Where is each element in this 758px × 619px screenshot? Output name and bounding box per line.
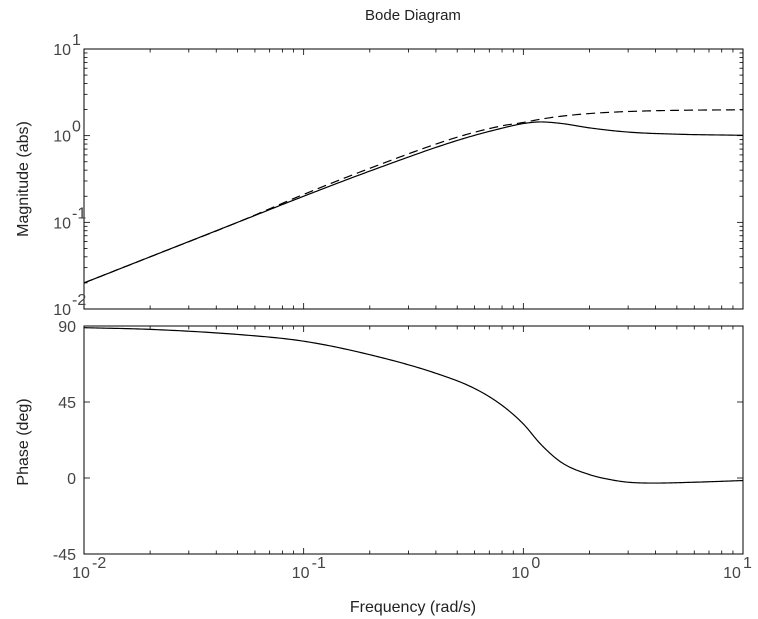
magnitude-plot-frame	[83, 48, 744, 310]
chart-title: Bode Diagram	[365, 7, 461, 24]
y-tick-label: 0	[67, 471, 76, 488]
frequency-x-axis-label: Frequency (rad/s)	[350, 599, 476, 616]
phase-plot-frame	[83, 325, 744, 555]
phase-y-axis-label: Phase (deg)	[15, 398, 32, 485]
x-tick-label: 10	[511, 565, 529, 582]
y-tick-label: 90	[58, 319, 76, 336]
y-tick-label-exponent: -2	[72, 292, 86, 309]
phase-y-tick-labels: -45 0 45 90	[53, 319, 76, 564]
y-tick-label-exponent: 0	[72, 119, 81, 136]
x-tick-label: 10	[723, 565, 741, 582]
x-tick-label: 10	[292, 565, 310, 582]
phase-series-line-solid	[83, 327, 744, 484]
y-tick-label-exponent: 1	[72, 32, 81, 49]
magnitude-series-line-dashed	[83, 109, 744, 284]
y-tick-label: 10	[53, 302, 71, 319]
x-tick-label-exponent: 1	[743, 555, 752, 572]
phase-ticks	[83, 325, 744, 555]
magnitude-series-line-solid	[83, 121, 744, 284]
magnitude-y-axis-label: Magnitude (abs)	[15, 121, 32, 237]
phase-series	[83, 327, 744, 484]
x-tick-label-exponent: -2	[92, 555, 106, 572]
x-tick-label: 10	[72, 565, 90, 582]
magnitude-ticks	[83, 48, 744, 310]
y-tick-label-exponent: -1	[72, 205, 86, 222]
y-tick-label: 10	[53, 215, 71, 232]
y-tick-label: -45	[53, 547, 76, 564]
magnitude-series	[83, 109, 744, 284]
x-tick-label-exponent: -1	[312, 555, 326, 572]
y-tick-label: 45	[58, 395, 76, 412]
y-tick-label: 10	[53, 129, 71, 146]
y-tick-label: 10	[53, 42, 71, 59]
x-tick-label-exponent: 0	[531, 555, 540, 572]
